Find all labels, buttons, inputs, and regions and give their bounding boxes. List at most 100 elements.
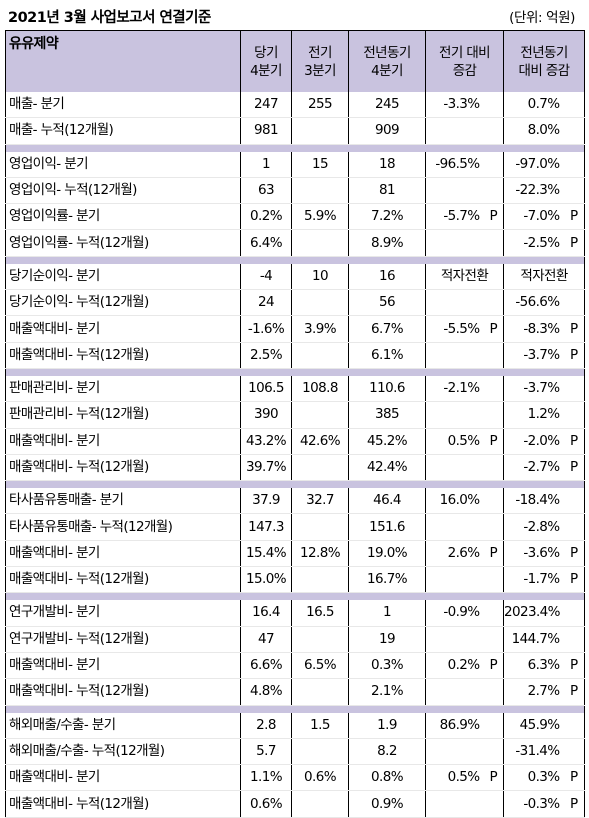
row-label: 매출액대비- 분기 [5,764,241,792]
yoy-percent-point-marker [563,151,585,178]
table-row: 판매관리비- 누적(12개월) 390 385 1.2% [5,401,585,429]
table-row: 매출액대비- 누적(12개월) 2.5% 6.1% -3.7% P [5,342,585,369]
table-row: 영업이익률- 누적(12개월) 6.4% 8.9% -2.5% P [5,229,585,257]
qoq-percent-point-marker: P [483,428,504,455]
table-row: 매출액대비- 누적(12개월) 0.6% 0.9% -0.3% P [5,790,585,818]
value-prior-year: 18 [348,151,426,178]
qoq-change [425,790,484,818]
section-divider-cell [5,368,585,376]
qoq-percent-point-marker [483,712,504,739]
qoq-change [425,177,484,205]
value-current: 981 [240,117,292,145]
table-row: 타사품유통매출- 분기 37.9 32.7 46.4 16.0% -18.4% [5,488,585,515]
value-current: 6.6% [240,652,292,680]
qoq-change [425,229,484,257]
section-divider [5,480,585,489]
value-current: 2.5% [240,342,292,369]
value-current: 147.3 [240,513,292,541]
qoq-percent-point-marker [483,626,504,653]
row-label: 판매관리비- 누적(12개월) [5,401,241,429]
value-prior-year: 42.4% [348,454,426,482]
value-current: 15.0% [240,566,292,594]
yoy-change: 2.7% [503,678,564,706]
unit-note: (단위: 억원) [509,10,575,26]
table-row: 매출액대비- 분기 6.6% 6.5% 0.3% 0.2% P 6.3% P [5,652,585,680]
value-previous [291,790,349,818]
table-row: 매출액대비- 분기 43.2% 42.6% 45.2% 0.5% P -2.0% P [5,428,585,455]
qoq-change [425,566,484,594]
yoy-percent-point-marker: P [563,540,585,568]
value-previous [291,678,349,706]
qoq-percent-point-marker: P [483,652,504,680]
yoy-percent-point-marker: P [563,315,585,343]
table-row: 매출액대비- 누적(12개월) 4.8% 2.1% 2.7% P [5,678,585,706]
table-row: 영업이익률- 분기 0.2% 5.9% 7.2% -5.7% P -7.0% P [5,203,585,231]
value-prior-year: 1.9 [348,712,426,739]
value-previous: 12.8% [291,540,349,568]
value-previous: 108.8 [291,375,349,403]
col-header-current: 당기 4분기 [240,30,292,92]
value-previous [291,626,349,653]
value-prior-year: 81 [348,177,426,205]
value-prior-year: 8.9% [348,229,426,257]
value-current: 15.4% [240,540,292,568]
value-prior-year: 19.0% [348,540,426,568]
value-previous: 32.7 [291,488,349,515]
row-label: 영업이익- 분기 [5,151,241,178]
yoy-change: 6.3% [503,652,564,680]
qoq-percent-point-marker [483,488,504,515]
qoq-percent-point-marker [483,151,504,178]
qoq-percent-point-marker [483,401,504,429]
qoq-percent-point-marker [483,177,504,205]
qoq-change [425,738,484,766]
value-previous: 1.5 [291,712,349,739]
value-prior-year: 110.6 [348,375,426,403]
section-divider [5,144,585,152]
company-name: 유유제약 [5,30,241,92]
yoy-change: -3.7% [503,375,564,403]
value-previous [291,289,349,317]
col-header-yoy-change: 전년동기 대비 증감 [503,30,585,92]
yoy-percent-point-marker [563,600,585,627]
qoq-change: -2.1% [425,375,484,403]
col-header-previous: 전기 3분기 [291,30,349,92]
yoy-percent-point-marker: P [563,764,585,792]
value-current: 390 [240,401,292,429]
qoq-percent-point-marker [483,566,504,594]
yoy-percent-point-marker [563,488,585,515]
value-current: 37.9 [240,488,292,515]
value-current: 4.8% [240,678,292,706]
yoy-change: -3.7% [503,342,564,369]
qoq-percent-point-marker: P [483,203,504,231]
value-current: 247 [240,92,292,119]
value-previous: 16.5 [291,600,349,627]
value-prior-year: 6.7% [348,315,426,343]
value-previous [291,513,349,541]
qoq-change: -0.9% [425,600,484,627]
qoq-change [425,401,484,429]
table-row: 영업이익- 분기 1 15 18 -96.5% -97.0% [5,151,585,178]
value-previous [291,229,349,257]
table-row: 매출액대비- 누적(12개월) 39.7% 42.4% -2.7% P [5,454,585,482]
yoy-change: 0.3% [503,764,564,792]
value-prior-year: 0.8% [348,764,426,792]
value-previous: 3.9% [291,315,349,343]
qoq-change: 2.6% [425,540,484,568]
row-label: 매출액대비- 분기 [5,652,241,680]
yoy-percent-point-marker [563,401,585,429]
value-prior-year: 6.1% [348,342,426,369]
yoy-change: -56.6% [503,289,564,317]
table-row: 해외매출/수출- 분기 2.8 1.5 1.9 86.9% 45.9% [5,712,585,739]
row-label: 매출액대비- 누적(12개월) [5,566,241,594]
row-label: 영업이익- 누적(12개월) [5,177,241,205]
yoy-change: -2.7% [503,454,564,482]
yoy-percent-point-marker [563,738,585,766]
row-label: 판매관리비- 분기 [5,375,241,403]
qoq-change: -3.3% [425,92,484,119]
row-label: 해외매출/수출- 누적(12개월) [5,738,241,766]
table-row: 판매관리비- 분기 106.5 108.8 110.6 -2.1% -3.7% [5,375,585,403]
yoy-change: -8.3% [503,315,564,343]
value-prior-year: 2.1% [348,678,426,706]
row-label: 영업이익률- 분기 [5,203,241,231]
qoq-percent-point-marker: P [483,540,504,568]
